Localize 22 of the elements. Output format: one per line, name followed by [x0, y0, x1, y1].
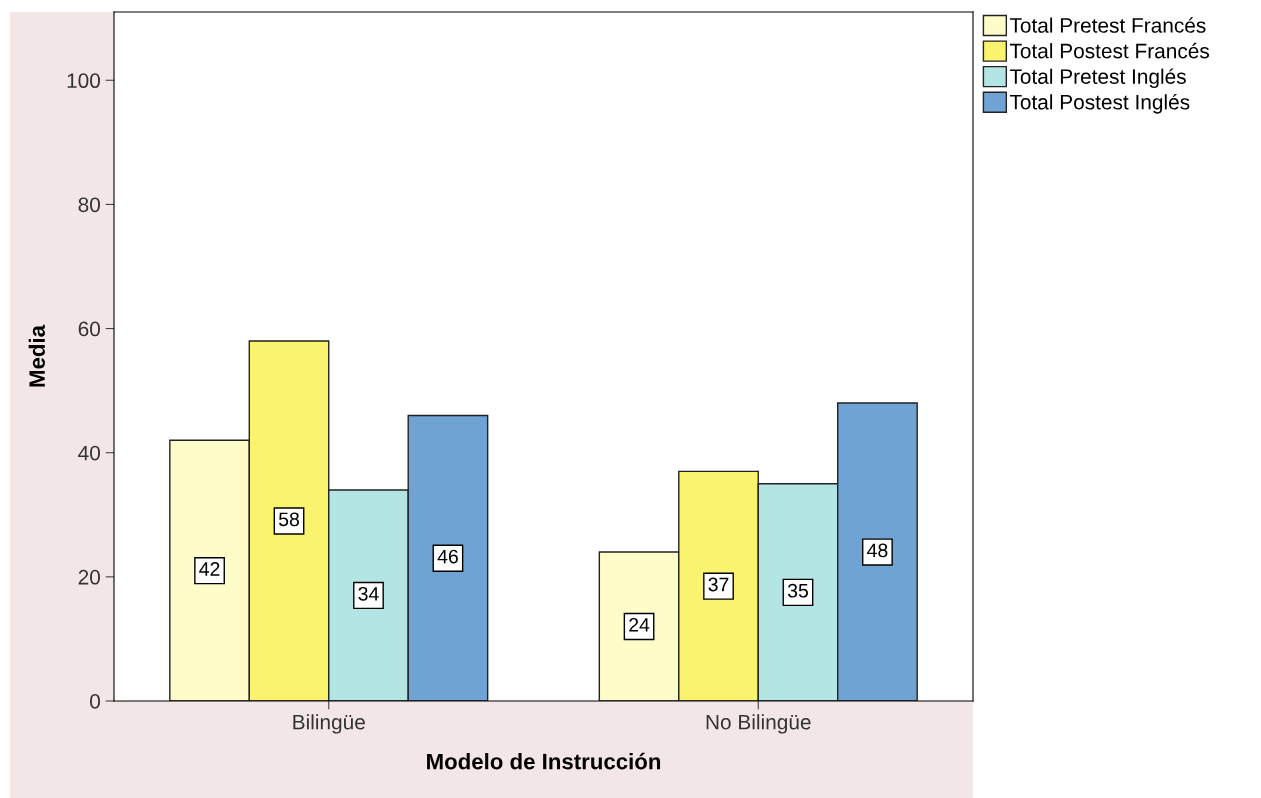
legend-label: Total Postest Francés — [1009, 42, 1210, 59]
data-label: 58 — [278, 512, 299, 527]
data-label: 37 — [708, 577, 729, 592]
x-tick-label: No Bilingüe — [706, 714, 811, 734]
data-label: 34 — [358, 586, 379, 601]
y-tick-label: 100 — [67, 73, 100, 89]
legend-label: Total Pretest Inglés — [1009, 68, 1186, 89]
legend-label: Total Postest Inglés — [1009, 93, 1190, 114]
data-label: 35 — [787, 583, 808, 598]
y-tick-label: 0 — [90, 694, 100, 709]
y-tick-label: 40 — [78, 445, 100, 461]
data-label: 42 — [199, 562, 220, 576]
data-label: 48 — [867, 543, 888, 558]
y-tick-label: 60 — [78, 321, 100, 337]
x-axis-title: Modelo de Instrucción — [427, 752, 661, 770]
y-axis-title: Media — [28, 324, 45, 387]
y-tick-label: 20 — [78, 569, 100, 585]
data-label: 46 — [437, 549, 458, 564]
y-tick-label: 80 — [78, 197, 100, 213]
data-label: 24 — [629, 617, 650, 632]
x-tick-label: Bilingüe — [293, 714, 365, 734]
legend-label: Total Pretest Francés — [1009, 17, 1206, 33]
